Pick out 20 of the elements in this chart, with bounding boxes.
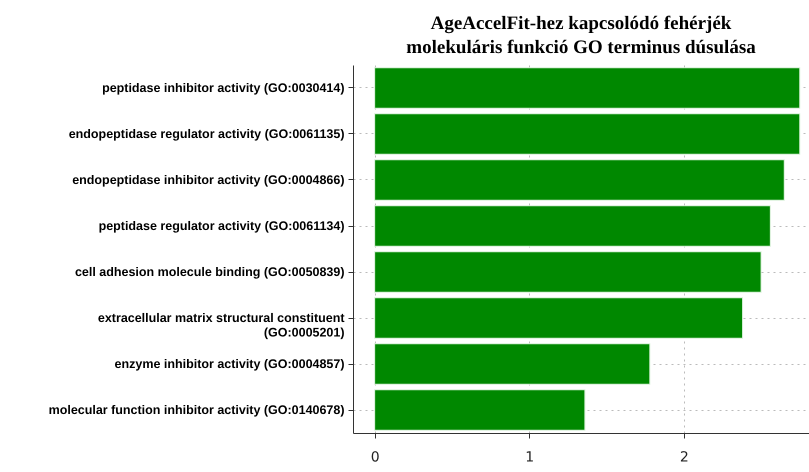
x-tick-label: 1 [525, 450, 534, 466]
bar [374, 67, 800, 109]
chart-title: AgeAccelFit-hez kapcsolódó fehérjék molekuláris funkció GO terminus dúsulása [406, 13, 756, 58]
bar [374, 205, 771, 247]
y-tick-label: enzyme inhibitor activity (GO:0004857) [114, 357, 344, 371]
x-tick-label: 2 [680, 450, 689, 466]
y-tick-label: peptidase regulator activity (GO:0061134) [98, 219, 344, 233]
bar [374, 251, 762, 293]
y-tick-label: extracellular matrix structural constituent (GO:0005201) [98, 311, 346, 340]
bar [374, 113, 800, 155]
bar [374, 297, 744, 339]
y-tick-label: endopeptidase regulator activity (GO:0061135) [68, 127, 344, 141]
bar [374, 343, 650, 385]
y-tick-label: cell adhesion molecule binding (GO:0050839) [74, 265, 344, 279]
x-tick-label: 0 [370, 450, 380, 466]
bar [374, 389, 586, 431]
y-tick-label: molecular function inhibitor activity (GO:0140678) [48, 403, 344, 417]
y-tick-label: endopeptidase inhibitor activity (GO:0004866) [72, 173, 344, 187]
y-tick-label: peptidase inhibitor activity (GO:0030414) [102, 81, 344, 95]
bar [374, 159, 785, 201]
